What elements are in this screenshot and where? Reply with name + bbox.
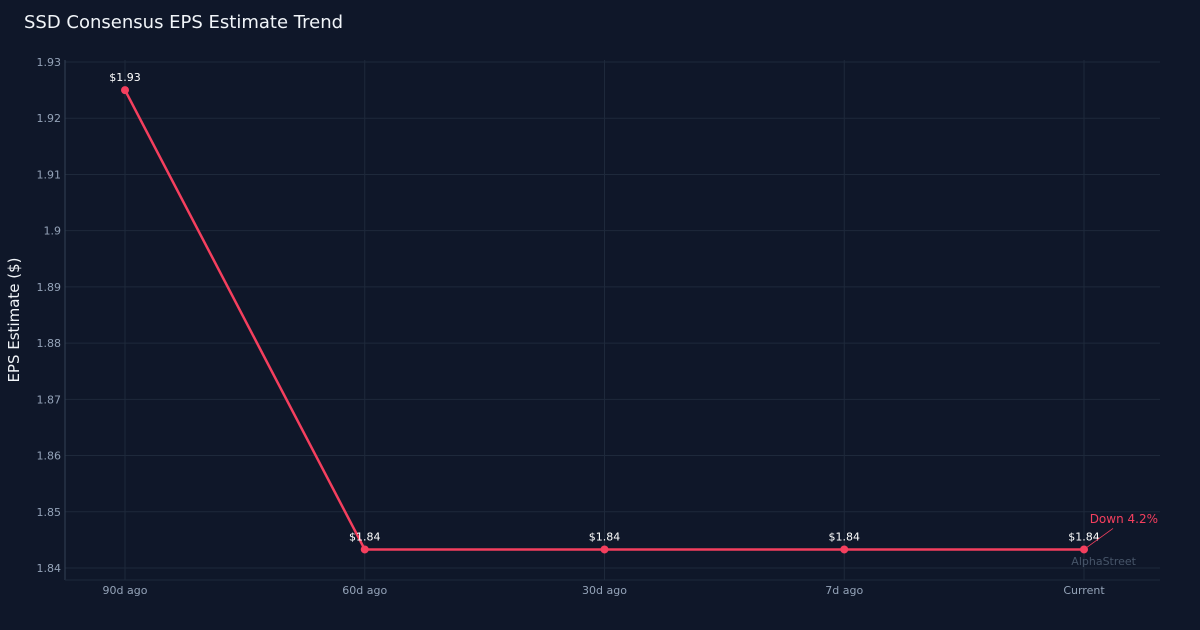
annotations: Down 4.2% AlphaStreet [1071,512,1158,568]
chart-title: SSD Consensus EPS Estimate Trend [24,12,344,33]
data-point [121,86,129,95]
y-tick-label: 1.93 [37,56,62,69]
annotation-arrow [1083,528,1114,550]
series [121,86,1088,554]
data-label: $1.84 [589,530,621,543]
data-label: $1.84 [829,530,861,543]
x-tick-label: Current [1063,584,1105,597]
data-label: $1.84 [349,530,381,543]
watermark: AlphaStreet [1071,555,1136,568]
y-tick-label: 1.9 [44,225,62,238]
x-tick-label: 90d ago [103,584,148,597]
x-tick-label: 60d ago [342,584,387,597]
data-point [840,545,849,554]
y-tick-label: 1.86 [37,450,62,463]
x-tick-label: 7d ago [825,584,863,597]
y-tick-label: 1.88 [37,337,62,350]
y-tick-label: 1.89 [37,281,62,294]
data-labels: $1.93 $1.84 $1.84 $1.84 $1.84 [109,71,1100,543]
y-tick-label: 1.92 [37,112,62,125]
grid [65,60,1160,580]
x-tick-label: 30d ago [582,584,627,597]
y-tick-label: 1.91 [37,168,62,181]
annotation-text: Down 4.2% [1090,512,1158,526]
data-label: $1.84 [1068,530,1100,543]
axes: 1.84 1.85 1.86 1.87 1.88 1.89 1.9 1.91 1.92 1.93 9… [5,56,1160,597]
data-point [360,545,369,554]
y-tick-label: 1.84 [37,562,62,575]
y-tick-label: 1.87 [37,393,62,406]
data-label: $1.93 [109,71,141,84]
y-tick-label: 1.85 [37,506,62,519]
data-point [600,545,609,554]
y-axis-label: EPS Estimate ($) [5,257,23,382]
